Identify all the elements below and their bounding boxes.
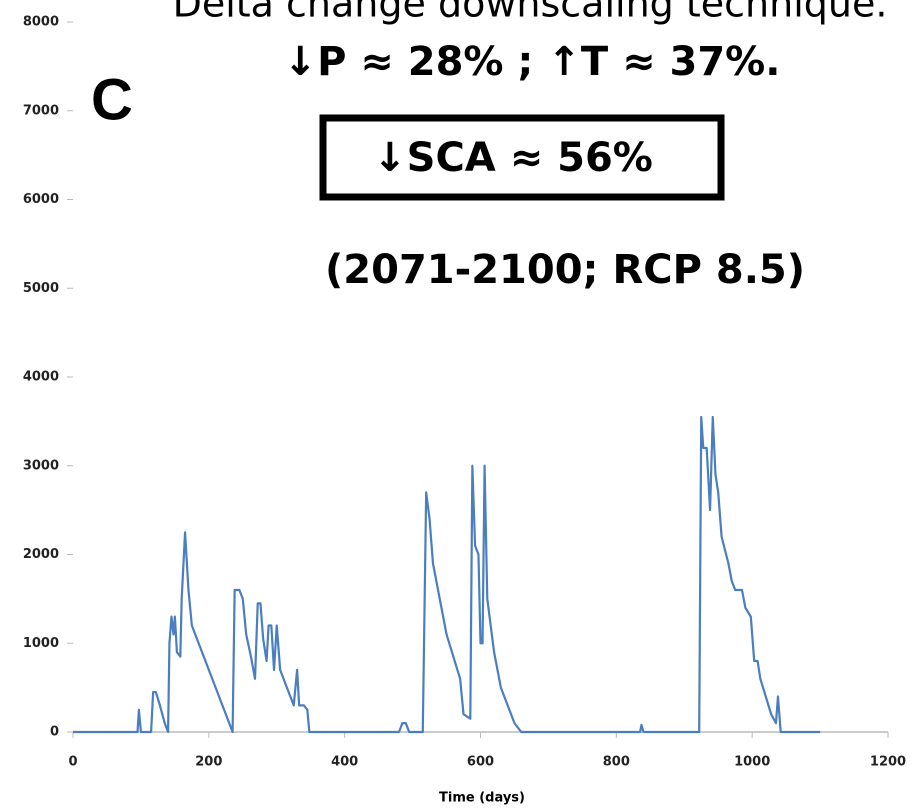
y-tick-label: 4000: [23, 370, 59, 385]
y-tick-label: 6000: [23, 192, 59, 207]
x-tick-label: 0: [68, 755, 77, 770]
x-axis-label: Time (days): [439, 791, 525, 806]
y-tick-label: 3000: [23, 458, 59, 473]
chart-title: Delta change downscaling technique.: [173, 0, 888, 26]
x-tick-label: 400: [331, 755, 358, 770]
annotation-box: [319, 114, 725, 201]
y-tick-label: 8000: [23, 15, 59, 30]
data-line: [73, 415, 821, 734]
chart-subtitle: ↓P ≈ 28% ; ↑T ≈ 37%.: [284, 39, 781, 85]
panel-label: C: [91, 67, 133, 132]
x-tick-label: 1000: [734, 755, 770, 770]
y-tick-label: 7000: [23, 103, 59, 118]
y-tick-label: 5000: [23, 281, 59, 296]
y-tick-label: 1000: [23, 636, 59, 651]
y-tick-label: 0: [50, 725, 59, 740]
annotation: ↓SCA ≈ 56%: [373, 135, 653, 181]
y-tick-label: 2000: [23, 547, 59, 562]
annotation: (2071-2100; RCP 8.5): [325, 247, 805, 293]
x-tick-label: 600: [467, 755, 494, 770]
x-tick-label: 800: [603, 755, 630, 770]
x-tick-label: 200: [195, 755, 222, 770]
x-tick-label: 1200: [870, 755, 906, 770]
